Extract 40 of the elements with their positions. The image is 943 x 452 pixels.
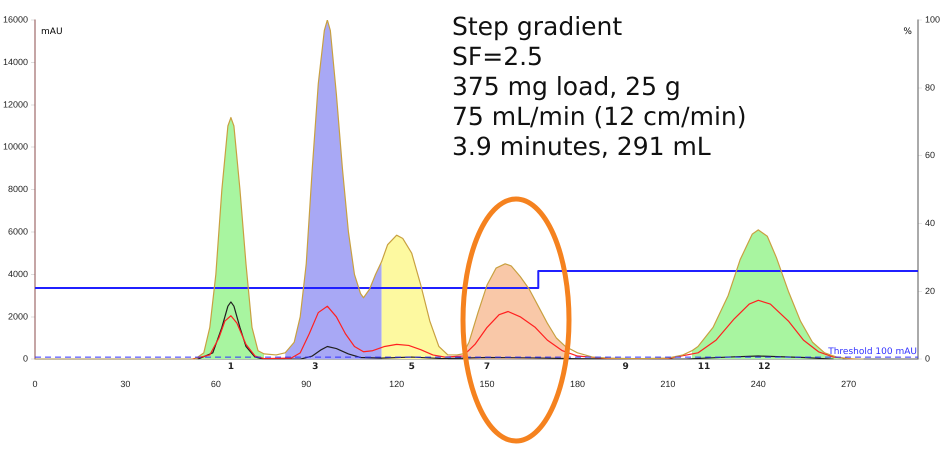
x-tick-label: 150	[480, 379, 495, 390]
y-tick-label: 14000	[2, 56, 28, 67]
y-tick-label: 16000	[2, 14, 28, 24]
x-tick-label: 210	[660, 379, 676, 390]
y-tick-label: 8000	[8, 184, 28, 194]
y-tick-label: 12000	[2, 99, 28, 110]
y2-tick-label: 80	[924, 82, 935, 92]
annotation: 375 mg load, 25 g	[452, 72, 682, 102]
annotation: 3.9 minutes, 291 mL	[452, 132, 712, 162]
annotation: 5	[408, 362, 415, 372]
y-axis-title: mAU	[41, 27, 63, 37]
annotation: 3	[312, 362, 318, 372]
x-tick-label: 270	[841, 379, 856, 390]
y2-tick-label: 20	[924, 286, 935, 296]
annotation: 9	[622, 362, 629, 372]
y-tick-label: 0	[23, 354, 28, 364]
y-tick-label: 4000	[8, 268, 28, 279]
x-tick-label: 180	[570, 379, 585, 390]
x-tick-label: 0	[32, 379, 38, 390]
y2-tick-label: 0	[924, 354, 930, 364]
annotation: 11	[698, 362, 710, 372]
ref-line-label: Threshold 100 mAU	[827, 347, 917, 358]
annotation: 7	[484, 362, 490, 372]
y-tick-label: 6000	[8, 226, 28, 236]
y2-axis-title: %	[903, 27, 912, 37]
annotation: SF=2.5	[452, 42, 544, 72]
x-tick-label: 120	[389, 379, 404, 390]
y2-tick-label: 60	[924, 150, 935, 160]
x-tick-label: 240	[750, 379, 766, 390]
y2-tick-label: 40	[924, 218, 935, 228]
x-tick-label: 30	[120, 379, 130, 390]
annotation: Step gradient	[452, 12, 624, 42]
x-tick-label: 60	[210, 379, 221, 390]
annotation: 1	[228, 362, 234, 372]
x-tick-label: 90	[301, 379, 312, 390]
annotation: 12	[758, 362, 771, 372]
y2-tick-label: 100	[924, 14, 940, 24]
y-tick-label: 2000	[8, 311, 28, 322]
y-tick-label: 10000	[2, 142, 28, 152]
annotation: 75 mL/min (12 cm/min)	[452, 102, 746, 132]
